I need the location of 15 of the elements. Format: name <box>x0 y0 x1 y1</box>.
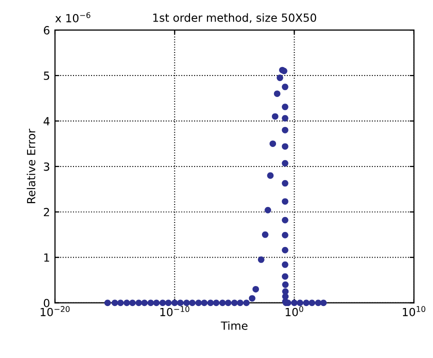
x-tick-label: 10$^{−20}$ <box>40 306 70 316</box>
y-tick-label: 4 <box>44 117 50 126</box>
y-tick-label: 0 <box>44 298 50 308</box>
x-tick-label: 10$^{0}$ <box>286 306 304 316</box>
y-axis-title: Relative Error <box>26 128 36 204</box>
chart-title: 1st order method, size 50X50 <box>153 13 316 24</box>
y-tick-label: 5 <box>44 72 50 80</box>
x-tick-label: 10$^{10}$ <box>402 306 426 316</box>
x-tick-label: 10$^{−10}$ <box>160 306 190 316</box>
text: x 10$^{−6}$ <box>55 12 90 22</box>
y-tick-label: 6 <box>44 26 50 34</box>
y-tick-label: 1 <box>44 254 50 262</box>
y-tick-label: 2 <box>44 208 50 216</box>
x-axis-title: Time <box>220 321 248 330</box>
y-tick-label: 3 <box>44 162 50 171</box>
